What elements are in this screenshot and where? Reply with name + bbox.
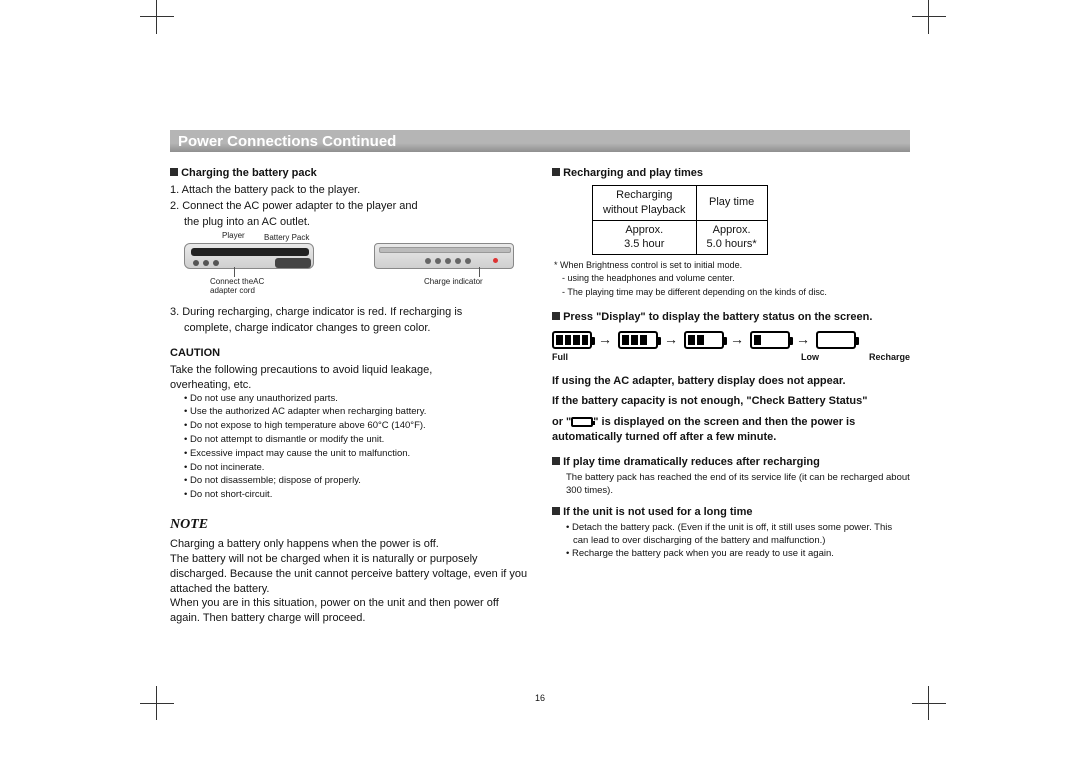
manual-page: Power Connections Continued Charging the… — [170, 130, 910, 685]
long-time-bullets: • Detach the battery pack. (Even if the … — [552, 522, 910, 560]
cell-playtime-value: Approx.5.0 hours* — [696, 220, 767, 255]
bullet: • Detach the battery pack. (Even if the … — [566, 522, 910, 548]
cell-recharge-value: Approx.3.5 hour — [593, 220, 697, 255]
battery-status-row: → → → → — [552, 330, 910, 349]
crop-mark — [928, 686, 929, 720]
bullet: Do not attempt to dismantle or modify th… — [184, 434, 528, 447]
caution-bullets: Do not use any unauthorized parts. Use t… — [170, 393, 528, 503]
step-2-cont: the plug into an AC outlet. — [170, 215, 528, 230]
recharge-times-title: Recharging and play times — [552, 166, 910, 181]
step-1: 1. Attach the battery pack to the player… — [170, 183, 528, 198]
note-p3: When you are in this situation, power on… — [170, 596, 528, 626]
arrow-icon: → — [664, 330, 678, 349]
check-battery-note: If the battery capacity is not enough, "… — [552, 394, 910, 409]
left-column: Charging the battery pack 1. Attach the … — [170, 166, 528, 626]
section-header-title: Power Connections Continued — [178, 133, 396, 150]
arrow-icon: → — [598, 330, 612, 349]
cell-recharging-header: Rechargingwithout Playback — [593, 185, 697, 220]
crop-mark — [928, 0, 929, 34]
footnote-2: - using the headphones and volume center… — [552, 272, 910, 284]
display-title: Press "Display" to display the battery s… — [552, 310, 910, 325]
ac-adapter-note: If using the AC adapter, battery display… — [552, 374, 910, 389]
empty-battery-icon — [571, 417, 593, 427]
crop-mark — [912, 703, 946, 704]
note-p2: The battery will not be charged when it … — [170, 552, 528, 597]
service-life-text: The battery pack has reached the end of … — [552, 472, 910, 498]
table-row: Rechargingwithout Playback Play time — [593, 185, 768, 220]
player-diagram: Player Battery Pack — [184, 233, 528, 303]
device-top-view — [374, 243, 514, 269]
section-header-bar: Power Connections Continued — [170, 130, 910, 152]
arrow-icon: → — [730, 330, 744, 349]
long-time-title: If the unit is not used for a long time — [552, 505, 910, 520]
label-low: Low — [801, 351, 869, 363]
playtime-reduces-title: If play time dramatically reduces after … — [552, 455, 910, 470]
bullet: Use the authorized AC adapter when recha… — [184, 406, 528, 419]
caution-intro2: overheating, etc. — [170, 378, 528, 393]
label-ac-cord2: adapter cord — [210, 286, 255, 297]
pointer-line — [479, 267, 480, 277]
charging-title: Charging the battery pack — [170, 166, 528, 181]
bullet: Do not expose to high temperature above … — [184, 420, 528, 433]
bullet: • Recharge the battery pack when you are… — [566, 548, 910, 561]
battery-icon-1 — [750, 331, 790, 349]
pointer-line — [234, 267, 235, 277]
crop-mark — [140, 16, 174, 17]
battery-icon-3 — [618, 331, 658, 349]
recharge-table: Rechargingwithout Playback Play time App… — [592, 185, 768, 255]
label-charge-ind: Charge indicator — [424, 277, 483, 288]
crop-mark — [912, 16, 946, 17]
battery-labels: Full Low Recharge — [552, 351, 910, 363]
crop-mark — [140, 703, 174, 704]
bullet: Do not short-circuit. — [184, 489, 528, 502]
step-2: 2. Connect the AC power adapter to the p… — [170, 199, 528, 214]
page-number: 16 — [535, 693, 545, 703]
battery-icon-empty — [816, 331, 856, 349]
bullet: Do not use any unauthorized parts. — [184, 393, 528, 406]
battery-icon-2 — [684, 331, 724, 349]
table-row: Approx.3.5 hour Approx.5.0 hours* — [593, 220, 768, 255]
bullet: Excessive impact may cause the unit to m… — [184, 448, 528, 461]
label-player: Player — [222, 231, 245, 242]
caution-intro: Take the following precautions to avoid … — [170, 363, 528, 378]
footnote-1: * When Brightness control is set to init… — [552, 259, 910, 271]
empty-battery-note: or "" is displayed on the screen and the… — [552, 415, 910, 445]
caution-heading: CAUTION — [170, 346, 528, 361]
footnote-3: - The playing time may be different depe… — [552, 286, 910, 298]
step-3: 3. During recharging, charge indicator i… — [170, 305, 528, 320]
crop-mark — [156, 0, 157, 34]
bullet: Do not incinerate. — [184, 462, 528, 475]
cell-playtime-header: Play time — [696, 185, 767, 220]
right-column: Recharging and play times Rechargingwith… — [552, 166, 910, 626]
label-full: Full — [552, 351, 600, 363]
step-3-cont: complete, charge indicator changes to gr… — [170, 321, 528, 336]
note-p1: Charging a battery only happens when the… — [170, 537, 528, 552]
two-column-layout: Charging the battery pack 1. Attach the … — [170, 166, 910, 626]
bullet: Do not disassemble; dispose of properly. — [184, 475, 528, 488]
battery-icon-full — [552, 331, 592, 349]
arrow-icon: → — [796, 330, 810, 349]
crop-mark — [156, 686, 157, 720]
label-recharge: Recharge — [869, 351, 910, 363]
note-heading: NOTE — [170, 516, 528, 535]
device-side-view — [184, 243, 314, 269]
